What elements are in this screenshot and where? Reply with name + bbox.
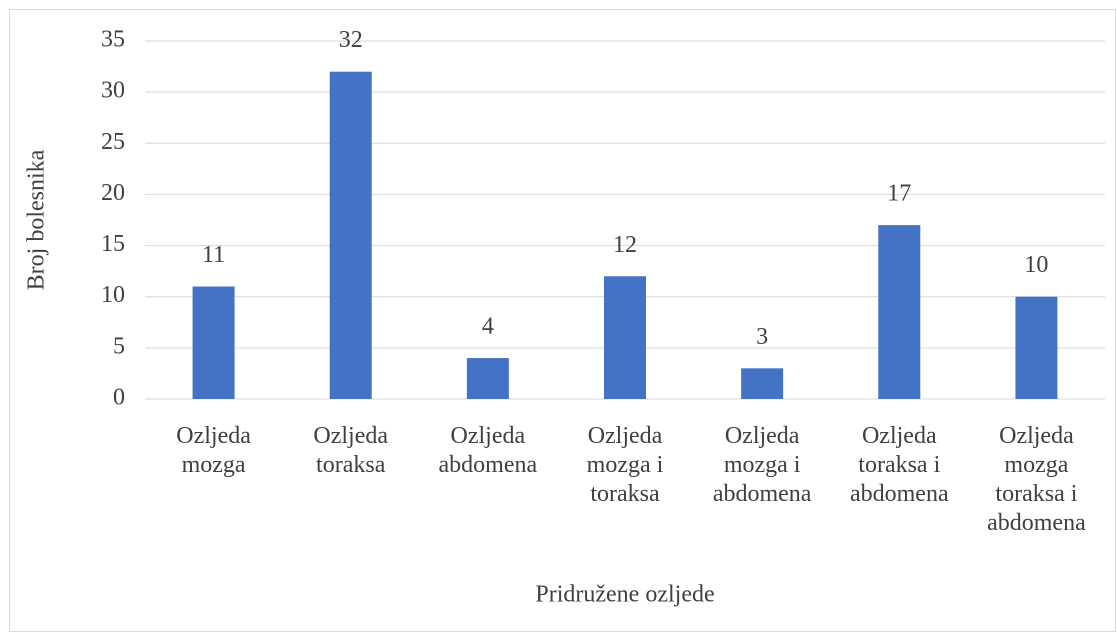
y-tick-label: 25	[101, 129, 125, 155]
x-tick-label: Ozljeda mozga toraksa i abdomena	[987, 423, 1086, 536]
data-label: 3	[756, 324, 768, 350]
data-label: 12	[613, 232, 637, 258]
y-tick-label: 20	[101, 180, 125, 206]
bar	[741, 368, 784, 399]
data-label: 17	[887, 181, 911, 207]
x-tick-label: Ozljeda abdomena	[438, 423, 538, 478]
x-tick-label: Ozljeda mozga i toraksa	[586, 423, 664, 507]
x-axis-title: Pridružene ozljede	[535, 582, 714, 608]
x-tick-label: Ozljeda toraksa	[313, 423, 389, 478]
y-tick-label: 15	[101, 231, 125, 257]
bar	[329, 71, 372, 399]
data-label: 4	[482, 314, 494, 340]
data-label: 11	[202, 242, 225, 268]
bar	[466, 358, 509, 399]
y-tick-label: 5	[113, 333, 125, 359]
bar	[878, 225, 921, 399]
bar	[604, 276, 646, 399]
y-tick-label: 10	[101, 282, 125, 308]
y-tick-label: 30	[101, 78, 125, 104]
x-tick-label: Ozljeda mozga	[176, 423, 251, 478]
bar	[1015, 296, 1058, 399]
x-tick-label: Ozljeda toraksa i abdomena	[849, 423, 949, 507]
y-tick-label: 0	[113, 385, 125, 411]
data-label: 32	[339, 27, 363, 53]
x-tick-label: Ozljeda mozga i abdomena	[712, 423, 812, 507]
y-axis-title: Broj bolesnika	[24, 149, 50, 290]
data-label: 10	[1024, 252, 1048, 278]
bar	[192, 286, 235, 399]
y-tick-label: 35	[101, 27, 125, 53]
chart-border	[9, 9, 1116, 632]
